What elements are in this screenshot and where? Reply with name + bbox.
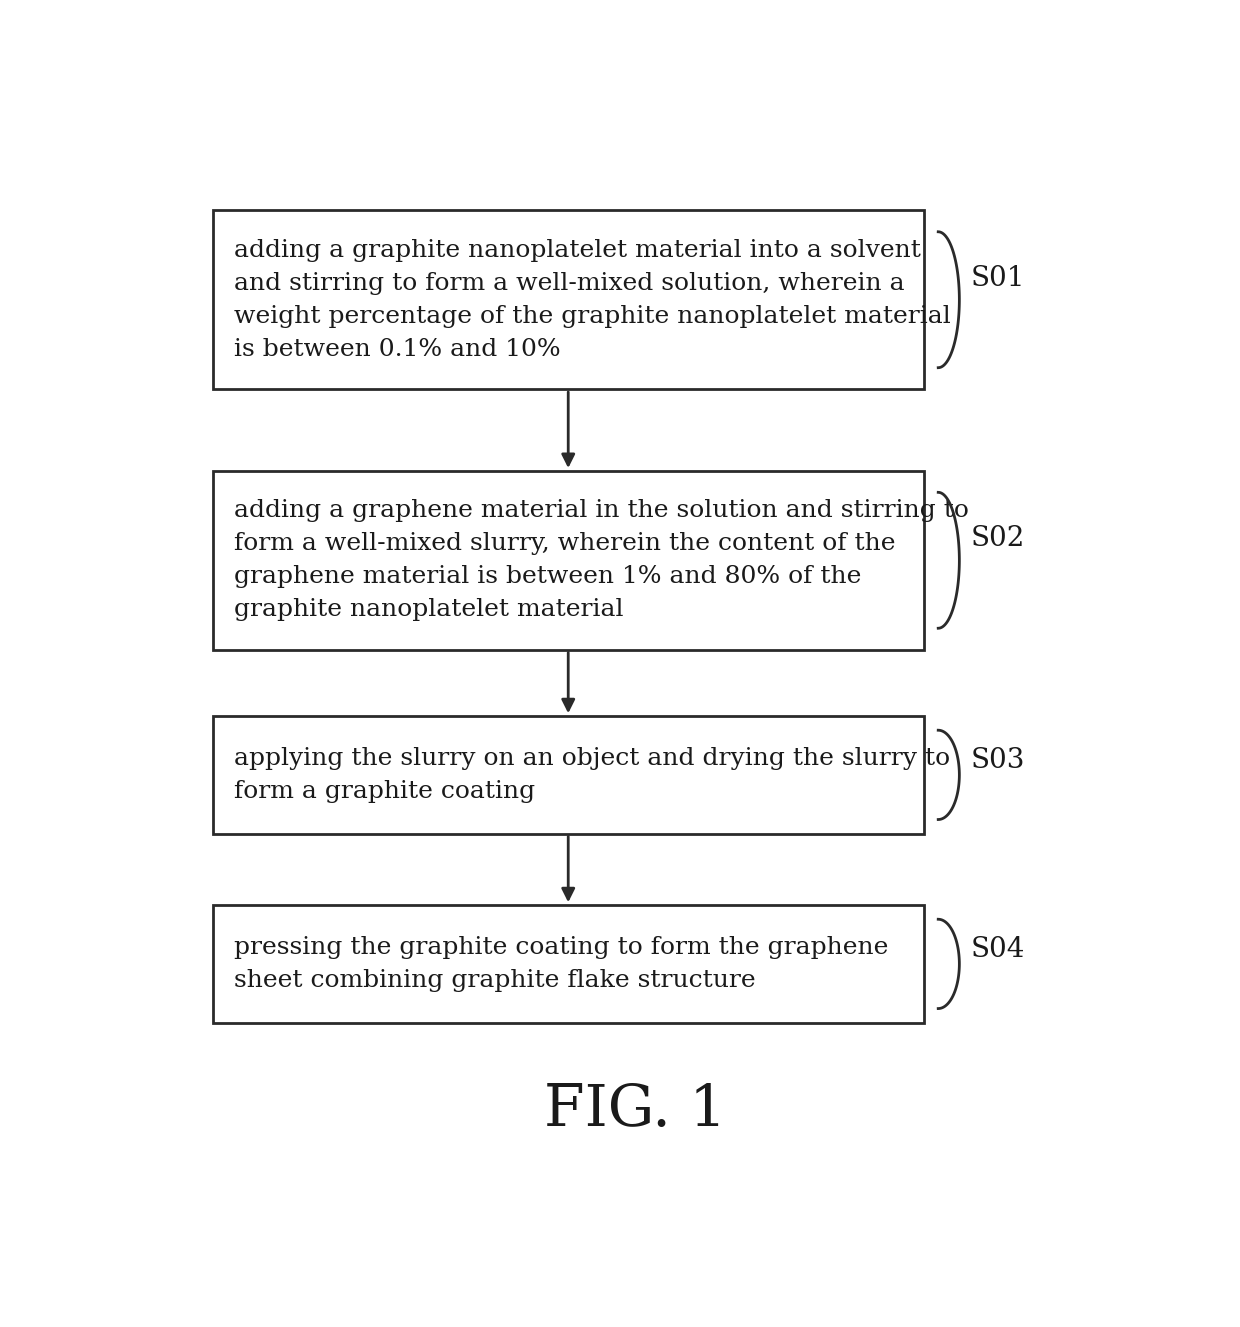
Text: FIG. 1: FIG. 1 xyxy=(544,1082,727,1137)
Text: S01: S01 xyxy=(971,265,1025,292)
Text: adding a graphite nanoplatelet material into a solvent
and stirring to form a we: adding a graphite nanoplatelet material … xyxy=(234,239,951,361)
Text: S03: S03 xyxy=(971,747,1025,774)
Bar xyxy=(213,905,924,1023)
Text: pressing the graphite coating to form the graphene
sheet combining graphite flak: pressing the graphite coating to form th… xyxy=(234,936,888,991)
Bar xyxy=(213,717,924,833)
Text: S02: S02 xyxy=(971,525,1025,552)
Text: S04: S04 xyxy=(971,937,1025,963)
Text: applying the slurry on an object and drying the slurry to
form a graphite coatin: applying the slurry on an object and dry… xyxy=(234,747,950,803)
Bar xyxy=(213,471,924,650)
Bar xyxy=(213,211,924,389)
Text: adding a graphene material in the solution and stirring to
form a well-mixed slu: adding a graphene material in the soluti… xyxy=(234,499,968,621)
